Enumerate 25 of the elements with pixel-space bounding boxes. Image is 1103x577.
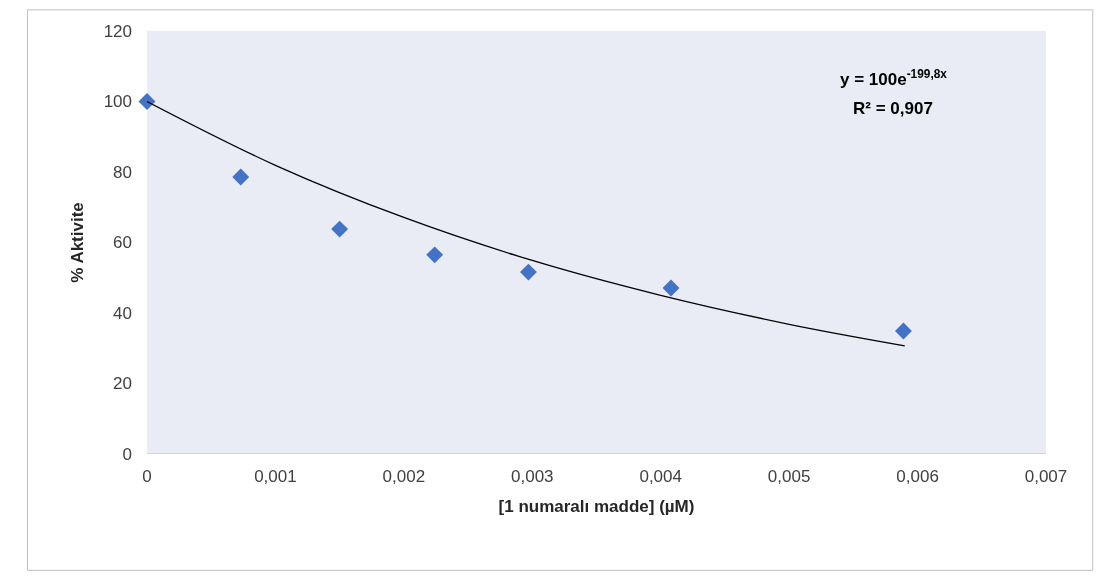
y-tick-label: 80: [113, 162, 132, 182]
y-tick-label: 60: [113, 233, 132, 253]
annotation: R² = 0,907: [853, 99, 933, 118]
x-tick-label: 0,006: [896, 467, 939, 486]
x-tick-label: 0,004: [639, 467, 682, 486]
point: [331, 220, 349, 238]
x-tick-label: 0,005: [767, 467, 811, 486]
y-tick-label: 120: [103, 21, 132, 41]
x-tick-label: 0,001: [254, 467, 297, 486]
point: [662, 279, 680, 297]
point: [232, 168, 250, 186]
x-axis-title: [1 numaralı madde] (µM): [498, 497, 695, 517]
x-tick-label: 0,002: [382, 467, 426, 486]
x-tick-label: 0,007: [1024, 467, 1068, 486]
y-tick-label: 0: [122, 444, 132, 464]
point: [894, 322, 912, 340]
y-tick-label: 100: [103, 92, 132, 112]
x-tick-label: 0,003: [511, 467, 554, 486]
y-tick-label: 40: [113, 303, 132, 323]
point: [426, 246, 444, 264]
annotation: y = 100e$^{-199,8x}$: [840, 67, 948, 90]
point: [519, 263, 537, 281]
y-tick-label: 20: [113, 374, 132, 394]
y-axis-title: % Aktivite: [68, 202, 88, 283]
x-tick-label: 0: [142, 467, 152, 486]
